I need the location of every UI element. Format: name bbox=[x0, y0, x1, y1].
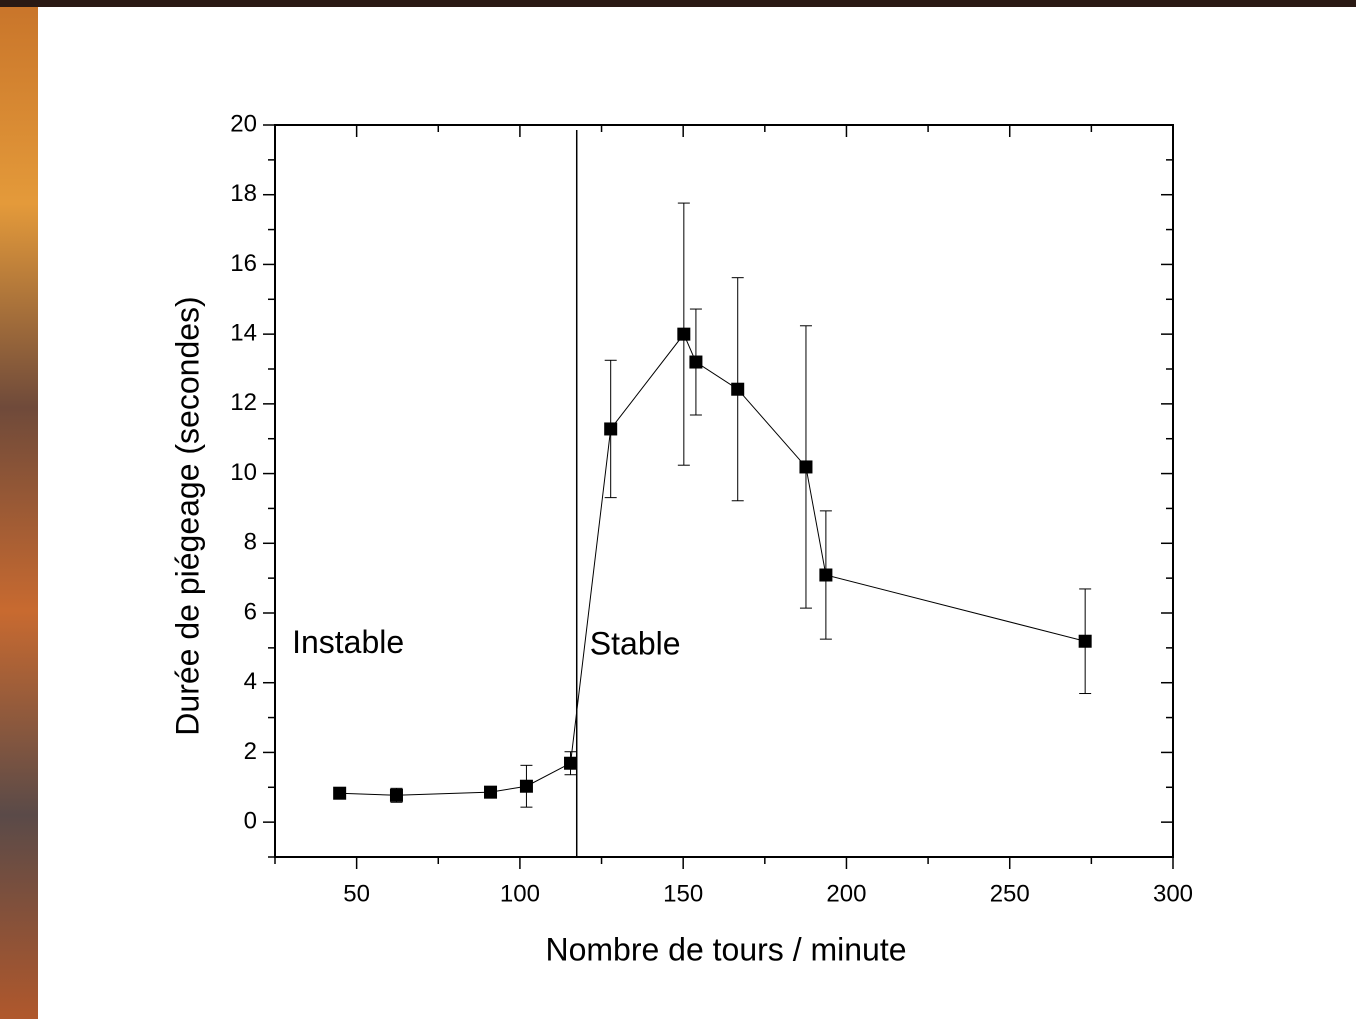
marker bbox=[677, 327, 691, 341]
x-tick-label: 100 bbox=[500, 880, 540, 907]
marker bbox=[519, 779, 533, 793]
y-tick-label: 6 bbox=[244, 598, 257, 625]
y-tick-label: 20 bbox=[230, 110, 257, 137]
background-edge bbox=[0, 0, 38, 1019]
marker bbox=[333, 786, 347, 800]
x-tick-label: 300 bbox=[1153, 880, 1193, 907]
series-line bbox=[339, 333, 1086, 796]
background-top bbox=[0, 0, 1356, 7]
marker bbox=[389, 788, 403, 802]
y-tick-label: 2 bbox=[244, 738, 257, 765]
y-tick-label: 0 bbox=[244, 807, 257, 834]
y-tick-label: 14 bbox=[230, 319, 257, 346]
x-tick-label: 150 bbox=[663, 880, 703, 907]
marker bbox=[564, 756, 578, 770]
x-tick-label: 250 bbox=[990, 880, 1030, 907]
marker bbox=[1078, 634, 1092, 648]
marker bbox=[604, 422, 618, 436]
y-tick-label: 10 bbox=[230, 459, 257, 486]
x-axis-label: Nombre de tours / minute bbox=[545, 931, 906, 967]
marker bbox=[799, 460, 813, 474]
y-tick-label: 12 bbox=[230, 389, 257, 416]
y-axis-label: Durée de piégeage (secondes) bbox=[169, 296, 205, 735]
y-tick-label: 16 bbox=[230, 250, 257, 277]
marker bbox=[819, 568, 833, 582]
marker bbox=[731, 382, 745, 396]
annotation: Stable bbox=[590, 626, 681, 662]
y-tick-label: 8 bbox=[244, 529, 257, 556]
annotation: Instable bbox=[292, 624, 404, 660]
x-tick-label: 200 bbox=[826, 880, 866, 907]
marker bbox=[484, 785, 498, 799]
plot-frame bbox=[274, 124, 1174, 858]
y-tick-label: 18 bbox=[230, 180, 257, 207]
x-tick-label: 50 bbox=[343, 880, 370, 907]
y-tick-label: 4 bbox=[244, 668, 257, 695]
marker bbox=[689, 355, 703, 369]
